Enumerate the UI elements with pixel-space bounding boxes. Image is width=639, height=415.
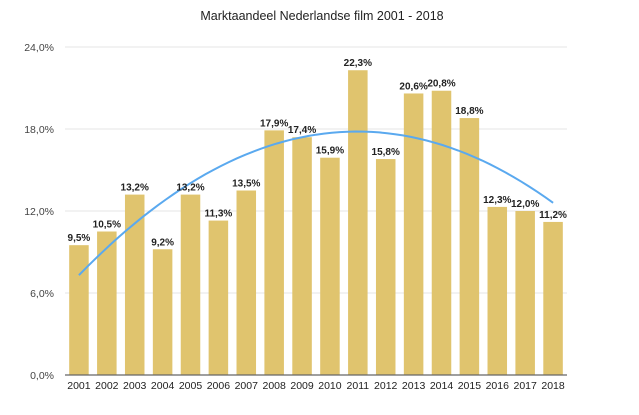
data-label: 18,8%	[455, 106, 483, 117]
data-label: 12,0%	[511, 199, 539, 210]
x-tick-label: 2006	[207, 380, 231, 392]
y-axis-ticks: 0,0% 6,0% 12,0% 18,0% 24,0%	[24, 42, 54, 382]
x-tick-label: 2011	[347, 380, 370, 392]
data-label: 11,3%	[204, 209, 232, 220]
data-label: 13,2%	[176, 183, 204, 194]
x-tick-label: 2014	[430, 380, 454, 392]
bar	[208, 220, 229, 375]
bar	[152, 249, 173, 375]
x-tick-label: 2001	[67, 380, 91, 392]
data-label: 17,9%	[260, 118, 288, 129]
bar	[320, 157, 340, 375]
data-label: 11,2%	[539, 210, 567, 221]
x-tick-label: 2008	[262, 380, 286, 392]
bar	[97, 231, 117, 375]
x-tick-label: 2004	[151, 380, 175, 392]
bar	[403, 93, 424, 375]
x-tick-label: 2009	[290, 380, 314, 392]
data-label: 12,3%	[483, 195, 511, 206]
x-tick-label: 2018	[541, 380, 565, 392]
x-tick-label: 2007	[235, 380, 259, 392]
y-tick-label: 0,0%	[30, 370, 54, 382]
bar	[543, 221, 563, 375]
bar	[487, 206, 508, 375]
data-label: 13,5%	[232, 179, 260, 190]
x-tick-label: 2015	[458, 380, 482, 392]
x-tick-label: 2016	[486, 380, 510, 392]
data-label: 20,8%	[427, 79, 455, 90]
bar	[124, 194, 145, 375]
data-label: 9,5%	[68, 233, 91, 244]
bar	[264, 130, 284, 375]
x-tick-label: 2005	[179, 380, 203, 392]
data-label: 15,8%	[372, 147, 400, 158]
x-tick-label: 2010	[318, 380, 342, 392]
y-tick-label: 18,0%	[24, 124, 54, 136]
y-tick-label: 12,0%	[24, 206, 54, 218]
grid-lines	[65, 46, 567, 294]
x-tick-label: 2002	[95, 380, 119, 392]
data-label: 15,9%	[316, 146, 344, 157]
bar	[292, 137, 312, 375]
data-labels: 9,5%10,5% 13,2% 9,2% 13,2% 11,3% 13,5% 17,9%17…	[68, 58, 568, 248]
data-label: 22,3%	[344, 58, 372, 69]
data-label: 9,2%	[151, 237, 174, 248]
bar	[348, 70, 368, 375]
bar	[375, 159, 396, 375]
bar	[236, 190, 257, 375]
x-axis-ticks: 2001 2002 2003 2004 2005 2006 2007 2008 2009 2010…	[67, 380, 565, 392]
y-tick-label: 6,0%	[30, 288, 54, 300]
x-tick-label: 2013	[402, 380, 426, 392]
chart-title: Marktaandeel Nederlandse film 2001 - 201…	[200, 9, 443, 23]
x-tick-label: 2017	[513, 380, 537, 392]
x-tick-label: 2012	[374, 380, 398, 392]
x-tick-label: 2003	[123, 380, 147, 392]
bar	[69, 245, 89, 375]
bars	[69, 70, 563, 376]
data-label: 20,6%	[399, 81, 427, 92]
y-tick-label: 24,0%	[24, 42, 54, 54]
trendline	[78, 130, 554, 276]
bar	[459, 118, 480, 376]
bar	[515, 211, 535, 375]
data-label: 17,4%	[288, 125, 316, 136]
bar	[180, 194, 201, 375]
data-label: 10,5%	[93, 220, 121, 231]
bar	[431, 90, 452, 375]
data-label: 13,2%	[121, 183, 149, 194]
